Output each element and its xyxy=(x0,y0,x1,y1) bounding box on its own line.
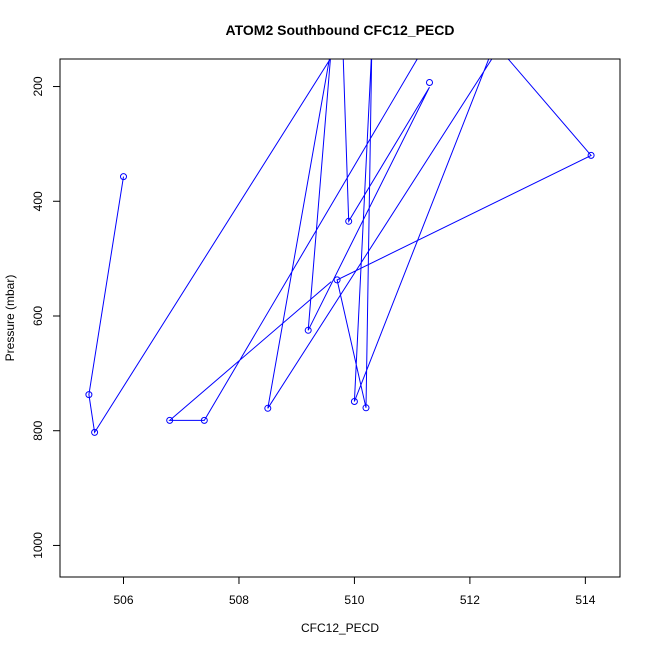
data-point xyxy=(426,79,433,86)
y-tick-label: 600 xyxy=(31,306,45,326)
data-point xyxy=(304,326,312,334)
chart-title: ATOM2 Southbound CFC12_PECD xyxy=(226,22,455,38)
x-tick-label: 514 xyxy=(575,593,595,607)
x-tick-label: 506 xyxy=(113,593,133,607)
data-point xyxy=(200,416,208,424)
y-tick-label: 1000 xyxy=(31,532,45,559)
data-point xyxy=(166,416,174,424)
series-layer xyxy=(88,59,592,434)
data-point xyxy=(264,404,272,412)
data-point xyxy=(345,217,353,225)
plot-frame xyxy=(59,58,621,578)
y-tick-label: 800 xyxy=(31,420,45,440)
x-axis: 506 508 510 512 514 xyxy=(113,577,596,607)
y-axis: 200 400 600 800 1000 xyxy=(31,76,60,559)
x-tick-label: 512 xyxy=(460,593,480,607)
data-point xyxy=(85,391,93,399)
x-tick-label: 508 xyxy=(229,593,249,607)
data-point xyxy=(120,173,127,181)
x-axis-label: CFC12_PECD xyxy=(301,621,379,635)
y-tick-label: 400 xyxy=(31,191,45,211)
y-axis-label: Pressure (mbar) xyxy=(3,275,17,362)
data-point xyxy=(362,404,370,412)
data-point xyxy=(91,428,99,436)
series-line xyxy=(88,59,592,434)
data-point xyxy=(333,276,341,284)
x-tick-label: 510 xyxy=(344,593,364,607)
y-tick-label: 200 xyxy=(31,76,45,96)
data-point xyxy=(587,151,595,159)
marker-layer xyxy=(85,79,595,436)
data-point xyxy=(350,398,358,405)
